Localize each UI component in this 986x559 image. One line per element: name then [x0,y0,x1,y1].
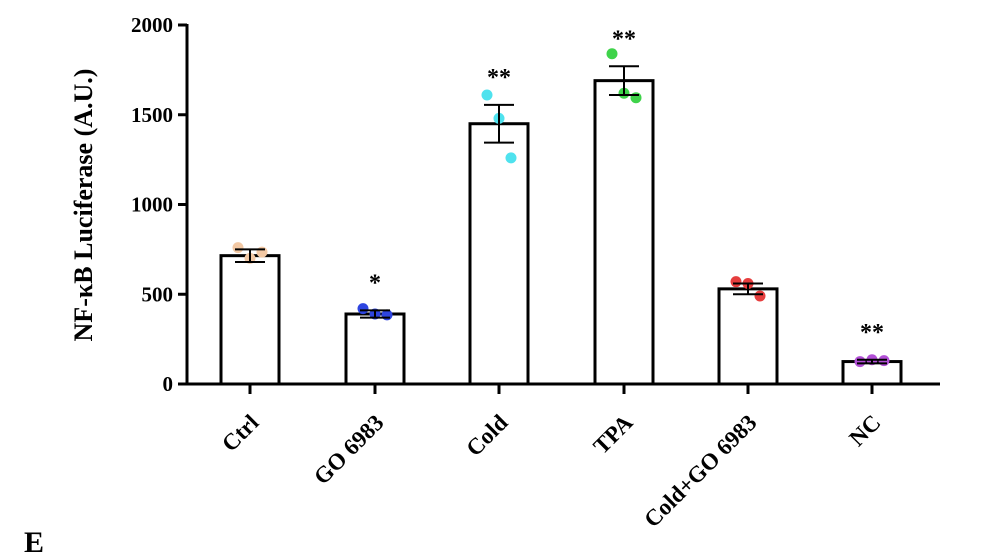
data-point [854,356,866,368]
x-tick-label: Cold+GO 6983 [639,410,761,532]
data-point [481,89,493,101]
significance-label: ** [487,65,511,91]
data-point [730,276,742,288]
bar [593,79,655,386]
panel-letter: E [24,526,45,559]
data-point [357,303,369,315]
x-tick-label: GO 6983 [309,410,389,490]
data-point [256,246,268,258]
bar [717,287,779,386]
y-tick-label: 500 [142,282,174,306]
y-tick-labels: 0 500 1000 1500 2000 [131,13,173,396]
bars [219,79,903,386]
bar [219,254,281,386]
x-tick-label: NC [844,410,885,451]
x-tick-label: Cold [461,410,512,461]
error-bars [235,65,887,365]
data-point [630,92,642,104]
significance-labels: ******* [369,26,884,345]
y-tick-label: 0 [163,372,174,396]
data-point [754,290,766,302]
significance-label: ** [612,26,636,52]
x-tick-labels: Ctrl GO 6983 Cold TPA Cold+GO 6983 NC [217,410,886,533]
y-tick-label: 1500 [131,103,173,127]
data-point [232,242,244,254]
significance-label: * [369,270,381,296]
data-points [232,48,890,368]
data-point [505,152,517,164]
significance-label: ** [860,320,884,346]
y-tick-label: 1000 [131,193,173,217]
data-point [606,48,618,60]
bar [468,122,530,386]
y-axis-label: NF-κB Luciferase (A.U.) [69,69,98,342]
x-tick-label: Ctrl [217,410,264,457]
x-tick-label: TPA [589,410,638,459]
bar [344,312,406,386]
y-tick-label: 2000 [131,13,173,37]
axes [178,23,940,394]
